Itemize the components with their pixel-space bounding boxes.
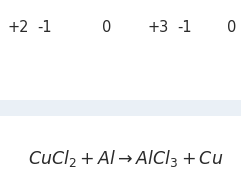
Text: 0: 0 bbox=[102, 20, 112, 35]
Text: $\mathit{CuCl}_{2} + \mathit{Al} \rightarrow \mathit{AlCl}_{3} + \mathit{Cu}$: $\mathit{CuCl}_{2} + \mathit{Al} \righta… bbox=[28, 148, 223, 169]
Bar bbox=[0, 100, 241, 116]
Text: +2: +2 bbox=[7, 20, 29, 35]
Text: -1: -1 bbox=[38, 20, 52, 35]
Text: -1: -1 bbox=[178, 20, 192, 35]
Text: +3: +3 bbox=[147, 20, 169, 35]
Text: 0: 0 bbox=[227, 20, 237, 35]
